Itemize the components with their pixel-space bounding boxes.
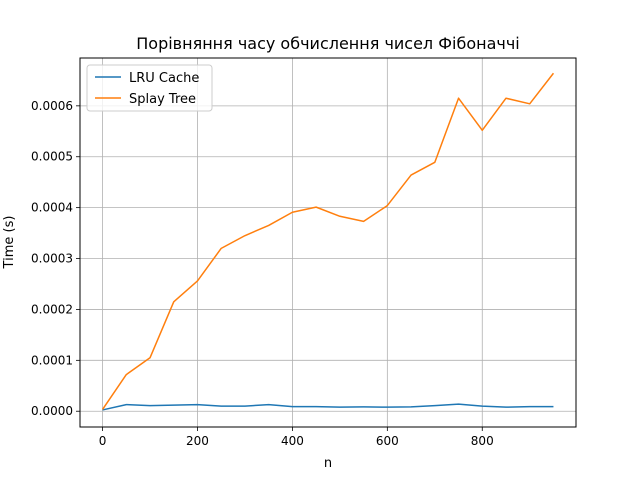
y-tick-label: 0.0001 <box>31 353 73 367</box>
y-axis-ticks: 0.0000 0.0001 0.0002 0.0003 0.0004 0.0005 0.00… <box>31 99 80 418</box>
series-line-lru-cache <box>102 403 554 411</box>
x-tick-label: 600 <box>376 434 399 448</box>
y-axis-label: Time (s) <box>2 216 17 270</box>
x-axis-ticks: 0 200 400 600 800 <box>99 427 494 448</box>
y-tick-label: 0.0006 <box>31 99 73 113</box>
legend-label: Splay Tree <box>129 92 196 107</box>
y-tick-label: 0.0005 <box>31 150 73 164</box>
legend-label: LRU Cache <box>129 71 199 86</box>
x-tick-label: 0 <box>99 434 107 448</box>
y-tick-label: 0.0000 <box>31 404 73 418</box>
chart-title: Порівняння часу обчислення чисел Фібонач… <box>136 34 519 53</box>
legend: LRU Cache Splay Tree <box>86 64 213 112</box>
x-tick-label: 400 <box>281 434 304 448</box>
series-line-splay-tree <box>101 72 555 410</box>
y-tick-label: 0.0003 <box>31 252 73 266</box>
y-tick-label: 0.0004 <box>31 201 73 215</box>
plot-frame <box>79 57 577 428</box>
y-tick-label: 0.0002 <box>31 302 73 316</box>
x-tick-label: 800 <box>471 434 494 448</box>
x-tick-label: 200 <box>186 434 209 448</box>
series-lines <box>101 72 555 411</box>
grid <box>80 58 576 427</box>
x-axis-label: n <box>324 456 332 471</box>
